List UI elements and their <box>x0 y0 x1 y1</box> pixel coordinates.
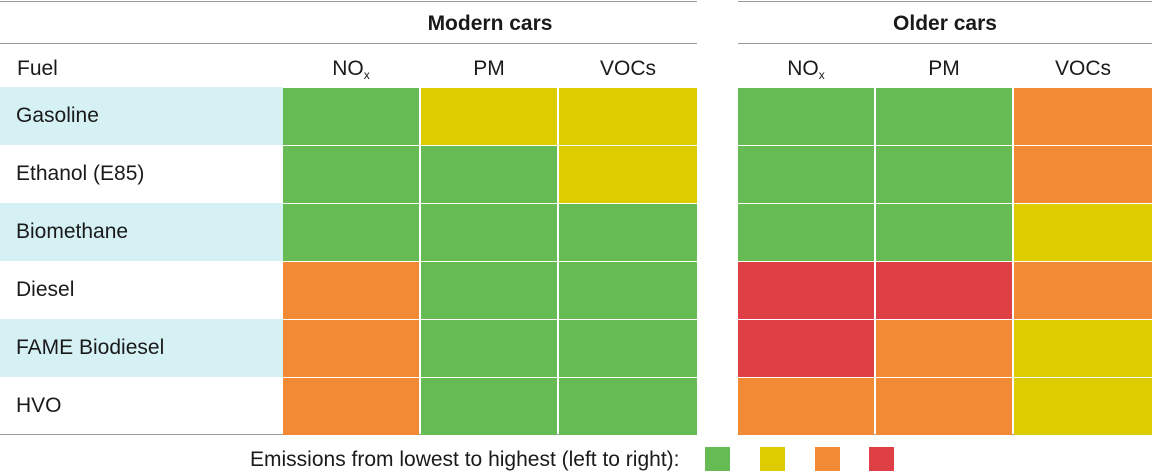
legend-swatch <box>760 447 785 471</box>
emission-cell <box>559 320 697 377</box>
emission-cell <box>559 378 697 435</box>
column-header-modern-no: NOx <box>332 57 370 82</box>
emission-cell <box>283 204 419 261</box>
emission-cell <box>421 146 557 203</box>
older-top-rule <box>738 1 1152 2</box>
emission-cell <box>738 146 874 203</box>
legend-swatch <box>815 447 840 471</box>
emission-cell <box>876 88 1012 145</box>
emission-cell <box>1014 88 1152 145</box>
emission-cell <box>1014 204 1152 261</box>
emission-cell <box>421 320 557 377</box>
emission-cell <box>876 146 1012 203</box>
row-label: Biomethane <box>0 203 283 261</box>
column-header-modern-pm: PM <box>473 57 505 80</box>
emission-cell <box>559 146 697 203</box>
emission-cell <box>559 204 697 261</box>
fuel-column-header: Fuel <box>17 57 58 80</box>
legend-swatch <box>705 447 730 471</box>
emission-cell <box>738 88 874 145</box>
legend-swatch <box>869 447 894 471</box>
modern-top-rule <box>0 1 697 2</box>
older-title-rule <box>738 43 1152 44</box>
emission-cell <box>738 378 874 435</box>
column-header-older-no: NOx <box>787 57 825 82</box>
emission-cell <box>738 320 874 377</box>
legend-text: Emissions from lowest to highest (left t… <box>250 448 680 471</box>
emission-cell <box>421 378 557 435</box>
row-label: Diesel <box>16 278 75 301</box>
row-label: Gasoline <box>0 87 283 145</box>
column-header-modern-vocs: VOCs <box>599 57 656 80</box>
modern-title-rule <box>0 43 697 44</box>
emission-cell <box>283 320 419 377</box>
emission-cell <box>738 262 874 319</box>
row-label: Ethanol (E85) <box>16 162 145 185</box>
emission-cell <box>283 88 419 145</box>
emission-cell <box>559 88 697 145</box>
emission-cell <box>1014 378 1152 435</box>
emission-cell <box>876 204 1012 261</box>
emission-cell <box>1014 320 1152 377</box>
column-header-older-pm: PM <box>928 57 960 80</box>
emission-cell <box>1014 146 1152 203</box>
column-header-older-vocs: VOCs <box>1054 57 1111 80</box>
older-cars-title: Older cars <box>893 12 997 35</box>
emission-cell <box>283 146 419 203</box>
modern-cars-title: Modern cars <box>427 12 553 35</box>
emission-cell <box>876 378 1012 435</box>
emission-cell <box>421 262 557 319</box>
emission-cell <box>421 204 557 261</box>
emission-cell <box>876 262 1012 319</box>
emission-cell <box>283 378 419 435</box>
emission-cell <box>421 88 557 145</box>
emission-cell <box>283 262 419 319</box>
emission-cell <box>559 262 697 319</box>
emission-cell <box>738 204 874 261</box>
emission-cell <box>1014 262 1152 319</box>
row-label: HVO <box>16 394 62 417</box>
emission-cell <box>876 320 1012 377</box>
row-label: FAME Biodiesel <box>0 319 283 377</box>
